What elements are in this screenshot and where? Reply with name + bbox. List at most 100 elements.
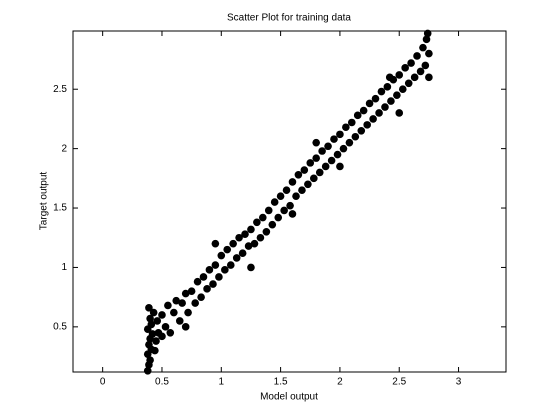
x-tick-label: 1	[219, 377, 225, 388]
point	[151, 346, 159, 355]
point	[327, 156, 336, 165]
point	[300, 166, 309, 174]
y-tick-label: 1.5	[53, 203, 67, 214]
point	[235, 233, 243, 242]
point	[143, 367, 152, 375]
y-tick-label: 1	[61, 262, 67, 273]
point	[410, 73, 419, 82]
point	[241, 230, 249, 238]
point	[304, 180, 312, 189]
point	[401, 64, 409, 72]
point	[425, 49, 433, 58]
point	[306, 159, 315, 167]
point	[172, 296, 181, 305]
point	[359, 106, 368, 115]
point	[226, 261, 235, 269]
x-tick-label: 1.5	[274, 377, 288, 388]
point	[205, 266, 214, 274]
point	[393, 91, 401, 99]
point	[217, 251, 226, 260]
point	[268, 220, 277, 229]
point	[148, 330, 157, 338]
x-tick-label: 2.5	[392, 377, 406, 388]
point	[215, 273, 223, 281]
point	[211, 239, 220, 248]
point	[181, 323, 190, 331]
point	[145, 340, 153, 349]
point	[280, 206, 288, 215]
point	[321, 162, 330, 171]
point	[315, 168, 324, 177]
point	[203, 285, 211, 293]
point	[407, 59, 415, 67]
point	[318, 147, 326, 155]
point	[324, 142, 332, 151]
y-tick-label: 2	[61, 143, 67, 154]
point	[164, 301, 172, 310]
point	[262, 227, 271, 236]
x-tick-label: 0.5	[155, 377, 169, 388]
point	[161, 323, 170, 331]
point	[357, 127, 366, 135]
point	[184, 308, 192, 317]
point	[158, 332, 166, 341]
point	[221, 266, 229, 274]
point	[256, 233, 265, 242]
chart-title: Scatter Plot for training data	[227, 13, 351, 24]
point	[353, 111, 362, 120]
point	[363, 121, 372, 129]
point	[371, 94, 380, 103]
point	[199, 273, 208, 281]
point	[247, 263, 255, 272]
point	[187, 287, 196, 296]
point	[381, 103, 389, 111]
point	[145, 304, 153, 312]
point	[342, 123, 350, 132]
x-tick-label: 0	[100, 377, 106, 388]
point	[286, 201, 294, 210]
point	[175, 317, 184, 325]
point	[191, 299, 199, 307]
point	[147, 320, 156, 329]
point	[211, 261, 220, 269]
y-axis-label: Target output	[39, 172, 50, 231]
point	[259, 213, 267, 222]
x-axis-label: Model output	[260, 392, 318, 403]
point	[229, 239, 237, 248]
x-tick-label: 2	[337, 377, 343, 388]
point	[383, 83, 392, 91]
point	[232, 254, 241, 262]
point	[377, 87, 386, 96]
point	[292, 192, 300, 200]
point	[312, 138, 320, 147]
point	[395, 109, 404, 117]
point	[274, 213, 283, 222]
point	[375, 109, 383, 117]
point	[330, 135, 338, 143]
point	[298, 186, 306, 195]
x-tick-label: 3	[456, 377, 462, 388]
point	[419, 43, 427, 52]
point	[170, 308, 178, 317]
point	[351, 132, 360, 141]
point	[153, 317, 162, 325]
point	[387, 97, 395, 105]
point	[288, 210, 297, 218]
point	[178, 299, 186, 307]
point	[149, 308, 158, 317]
point	[336, 162, 344, 171]
point	[276, 192, 285, 200]
point	[425, 73, 433, 82]
y-tick-label: 2.5	[53, 84, 67, 95]
point	[395, 71, 404, 79]
point	[158, 311, 166, 319]
point	[146, 314, 154, 323]
point	[238, 249, 247, 257]
point	[294, 170, 303, 179]
point	[288, 178, 297, 186]
point	[398, 85, 407, 94]
point	[365, 99, 374, 108]
point	[166, 328, 175, 337]
point	[422, 35, 431, 44]
